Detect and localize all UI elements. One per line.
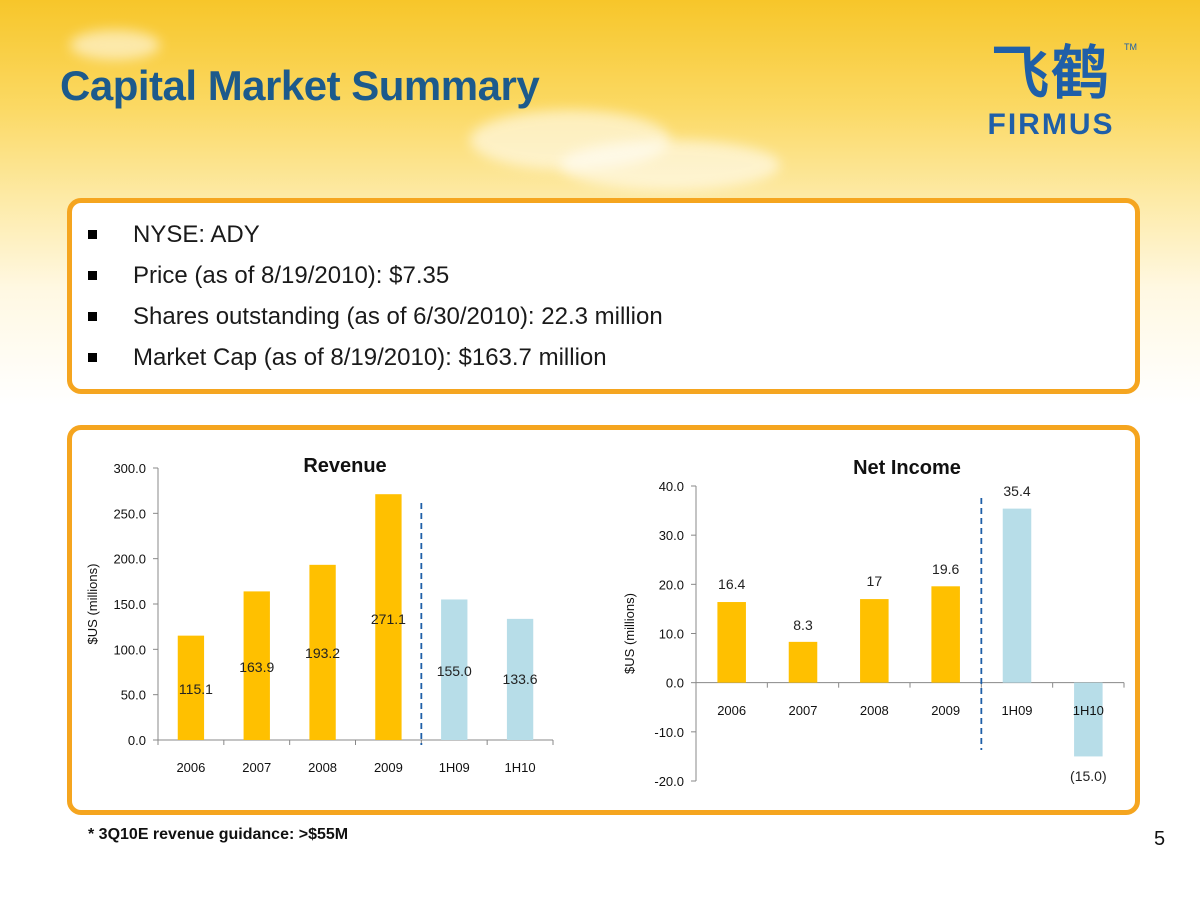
- bar-2007: [788, 641, 818, 683]
- data-label: 35.4: [1003, 483, 1030, 499]
- y-tick-label: 100.0: [113, 642, 146, 657]
- summary-bullet-list: NYSE: ADY Price (as of 8/19/2010): $7.35…: [80, 214, 663, 378]
- x-tick-label: 2008: [860, 703, 889, 718]
- summary-box: [67, 198, 1140, 394]
- chart-title: Net Income: [853, 457, 961, 479]
- data-label: (15.0): [1070, 768, 1107, 784]
- y-tick-label: -20.0: [654, 774, 684, 789]
- chart-title: Revenue: [303, 455, 386, 477]
- y-tick-label: 300.0: [113, 461, 146, 476]
- x-tick-label: 2006: [717, 703, 746, 718]
- y-axis-label: $US (millions): [85, 564, 100, 645]
- bar-1H10: [1074, 682, 1103, 757]
- bar-1H09: [1002, 508, 1032, 683]
- y-tick-label: 250.0: [113, 506, 146, 521]
- y-tick-label: 50.0: [121, 688, 146, 703]
- logo-chinese-text: 飞鹤: [990, 39, 1111, 107]
- bullet-item: Shares outstanding (as of 6/30/2010): 22…: [80, 296, 663, 337]
- bullet-text: NYSE: ADY: [133, 220, 260, 248]
- bar-2006: [717, 602, 746, 683]
- y-tick-label: 200.0: [113, 552, 146, 567]
- bullet-text: Price (as of 8/19/2010): $7.35: [133, 261, 450, 289]
- x-tick-label: 2009: [931, 703, 960, 718]
- bar-2006: [177, 635, 205, 740]
- bar-2009: [375, 494, 402, 740]
- x-tick-label: 1H09: [439, 760, 470, 775]
- bar-2008: [860, 599, 889, 683]
- data-label: 8.3: [793, 617, 813, 633]
- y-tick-label: -10.0: [654, 725, 684, 740]
- bullet-item: Market Cap (as of 8/19/2010): $163.7 mil…: [80, 337, 663, 378]
- bullet-square-icon: [88, 312, 97, 321]
- bullet-square-icon: [88, 230, 97, 239]
- bullet-square-icon: [88, 271, 97, 280]
- x-tick-label: 2009: [374, 760, 403, 775]
- data-label: 163.9: [239, 659, 274, 675]
- data-label: 17: [867, 573, 883, 589]
- net-income-chart: Net Income $US (millions) -20.0 -10.0 0.0 10.…: [622, 457, 1125, 789]
- bar-1H09: [441, 599, 468, 740]
- logo-trademark: TM: [1124, 42, 1137, 52]
- bullet-item: NYSE: ADY: [80, 214, 663, 255]
- x-tick-label: 2006: [176, 760, 205, 775]
- data-label: 19.6: [932, 561, 959, 577]
- cloud-decoration: [560, 140, 780, 190]
- bullet-item: Price (as of 8/19/2010): $7.35: [80, 255, 663, 296]
- cloud-decoration: [70, 30, 160, 60]
- bar-2009: [931, 586, 960, 683]
- y-tick-label: 20.0: [659, 577, 684, 592]
- data-label: 271.1: [371, 611, 406, 627]
- x-tick-label: 2008: [308, 760, 337, 775]
- data-label: 115.1: [179, 681, 213, 697]
- data-label: 155.0: [437, 663, 472, 679]
- y-tick-label: 40.0: [659, 479, 684, 494]
- x-tick-label: 1H09: [1001, 703, 1032, 718]
- y-tick-label: 30.0: [659, 528, 684, 543]
- bullet-square-icon: [88, 353, 97, 362]
- y-tick-label: 150.0: [113, 597, 146, 612]
- revenue-guidance-footnote: * 3Q10E revenue guidance: >$55M: [88, 826, 349, 843]
- data-label: 16.4: [718, 576, 745, 592]
- y-tick-label: 10.0: [659, 627, 684, 642]
- bullet-text: Shares outstanding (as of 6/30/2010): 22…: [133, 302, 663, 330]
- x-tick-label: 1H10: [1073, 703, 1104, 718]
- x-tick-label: 2007: [242, 760, 271, 775]
- data-label: 193.2: [305, 645, 340, 661]
- y-axis-label: $US (millions): [622, 593, 637, 674]
- slide-title: Capital Market Summary: [60, 62, 540, 109]
- revenue-chart: Revenue $US (millions) 0.0 50.0 100.0 150.0 20…: [85, 455, 554, 775]
- logo-english-text: FIRMUS: [987, 108, 1115, 141]
- bar-2007: [243, 591, 270, 740]
- charts-box: [67, 425, 1140, 815]
- firmus-logo: 飞鹤 FIRMUS TM: [966, 39, 1138, 142]
- bullet-text: Market Cap (as of 8/19/2010): $163.7 mil…: [133, 343, 607, 371]
- y-tick-label: 0.0: [128, 733, 146, 748]
- bar-1H10: [506, 618, 534, 740]
- page-number: 5: [1154, 828, 1166, 850]
- data-label: 133.6: [503, 671, 538, 687]
- x-tick-label: 2007: [789, 703, 818, 718]
- bar-2008: [309, 564, 336, 740]
- x-tick-label: 1H10: [505, 760, 536, 775]
- y-tick-label: 0.0: [666, 676, 684, 691]
